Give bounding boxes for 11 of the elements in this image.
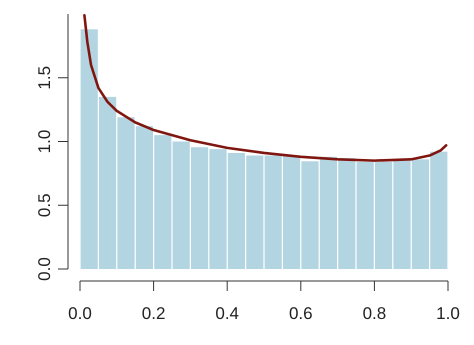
x-tick-label: 0.0 [68, 304, 92, 323]
x-tick-label: 0.2 [142, 304, 166, 323]
y-tick-label: 0.0 [35, 257, 54, 281]
y-tick-label: 1.0 [35, 130, 54, 154]
y-tick-label: 0.5 [35, 193, 54, 218]
x-tick-label: 0.8 [362, 304, 386, 323]
line-series [83, 14, 448, 162]
y-tick-label: 1.5 [35, 66, 54, 90]
x-tick-label: 0.6 [288, 304, 313, 323]
x-tick-label: 1.0 [436, 304, 460, 323]
x-tick-label: 0.4 [215, 304, 240, 323]
